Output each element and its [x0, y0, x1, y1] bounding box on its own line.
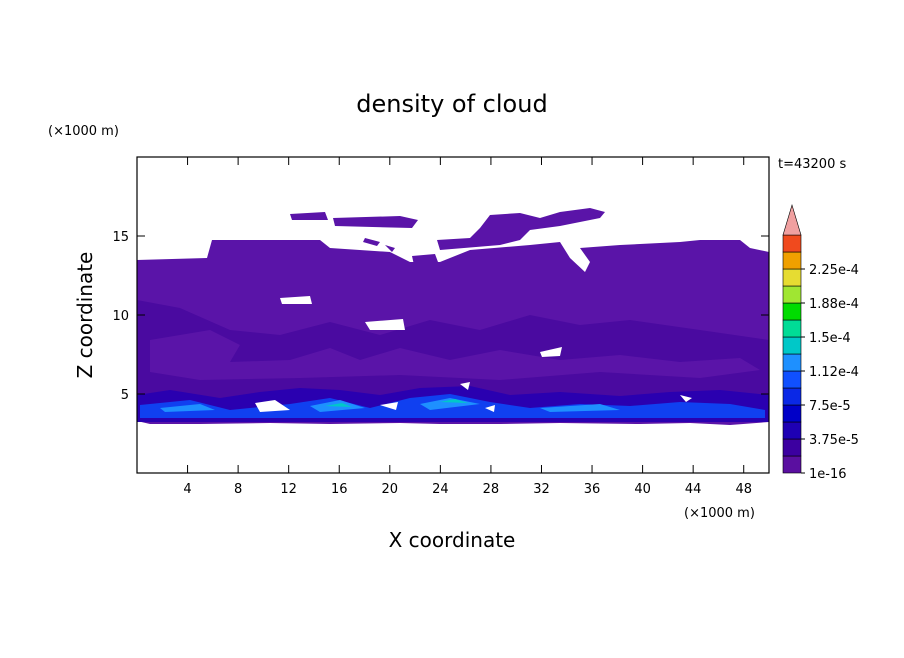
colorbar-box [782, 370, 802, 389]
colorbar-label: 1.12e-4 [809, 365, 859, 380]
x-tick-label: 32 [533, 482, 550, 497]
colorbar-label: 7.5e-5 [809, 399, 851, 414]
y-unit: (×1000 m) [48, 124, 119, 139]
colorbar-over [782, 203, 802, 236]
colorbar-box [782, 421, 802, 440]
x-tick-label: 28 [483, 482, 500, 497]
colorbar-label: 2.25e-4 [809, 263, 859, 278]
x-tick-label: 40 [634, 482, 651, 497]
colorbar-box [782, 404, 802, 423]
contour-region [290, 208, 605, 265]
colorbar-box [782, 234, 802, 253]
x-tick-label: 4 [183, 482, 191, 497]
colorbar-box [782, 268, 802, 287]
colorbar-box [782, 455, 802, 474]
colorbar-box [782, 302, 802, 321]
chart-title: density of cloud [356, 90, 547, 118]
colorbar-box [782, 319, 802, 338]
colorbar-label: 1.88e-4 [809, 297, 859, 312]
y-tick-label: 15 [112, 230, 129, 245]
y-tick-label: 10 [112, 309, 129, 324]
y-axis-label: Z coordinate [73, 252, 97, 379]
x-tick-label: 44 [685, 482, 702, 497]
contour-region [160, 398, 620, 412]
y-tick-label: 5 [121, 388, 129, 403]
x-tick-label: 16 [331, 482, 348, 497]
x-tick-label: 36 [584, 482, 601, 497]
x-axis-label: X coordinate [389, 528, 516, 552]
contour-field [137, 208, 769, 425]
x-tick-label: 8 [234, 482, 242, 497]
x-unit: (×1000 m) [684, 506, 755, 521]
colorbar-box [782, 251, 802, 270]
colorbar-box [782, 285, 802, 304]
colorbar-box [782, 353, 802, 372]
colorbar-box [782, 336, 802, 355]
colorbar-box [782, 387, 802, 406]
x-tick-label: 20 [382, 482, 399, 497]
x-tick-label: 48 [735, 482, 752, 497]
colorbar-label: 3.75e-5 [809, 433, 859, 448]
time-label: t=43200 s [778, 157, 846, 172]
contour-region [150, 330, 760, 380]
colorbar-label: 1e-16 [809, 467, 847, 482]
x-tick-label: 12 [280, 482, 297, 497]
contour-region [325, 399, 468, 407]
colorbar-label: 1.5e-4 [809, 331, 851, 346]
colorbar-box [782, 438, 802, 457]
x-tick-label: 24 [432, 482, 449, 497]
